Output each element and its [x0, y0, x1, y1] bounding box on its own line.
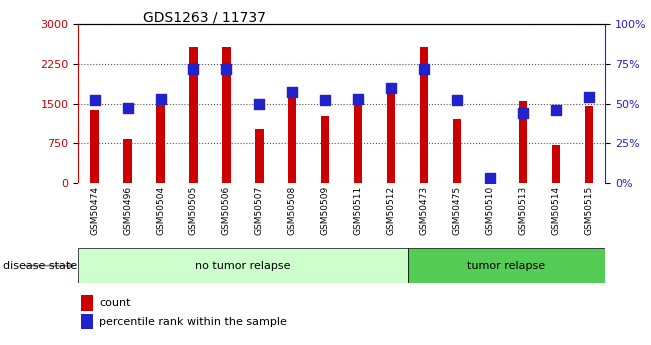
Text: GSM50511: GSM50511 [353, 186, 363, 235]
Point [386, 85, 396, 90]
FancyBboxPatch shape [78, 248, 408, 283]
Text: tumor relapse: tumor relapse [467, 261, 546, 270]
Text: count: count [99, 298, 130, 307]
Bar [124, 139, 132, 183]
Text: GSM50510: GSM50510 [486, 186, 495, 235]
Text: GDS1263 / 11737: GDS1263 / 11737 [143, 10, 266, 24]
Bar [156, 104, 165, 183]
Point [353, 96, 363, 101]
Bar [486, 178, 494, 183]
Point [320, 98, 331, 103]
Bar [519, 101, 527, 183]
Text: percentile rank within the sample: percentile rank within the sample [99, 317, 287, 326]
Point [122, 106, 133, 111]
Bar [255, 129, 264, 183]
Bar [420, 47, 428, 183]
Point [156, 96, 166, 101]
Point [452, 98, 462, 103]
Point [287, 90, 298, 95]
Text: GSM50507: GSM50507 [255, 186, 264, 235]
Text: disease state: disease state [3, 261, 77, 270]
Point [551, 107, 561, 112]
Point [419, 66, 430, 71]
Bar [288, 98, 296, 183]
Text: GSM50512: GSM50512 [387, 186, 396, 235]
Bar [453, 119, 462, 183]
Point [89, 98, 100, 103]
Bar [321, 116, 329, 183]
Bar [387, 90, 395, 183]
Bar [354, 104, 363, 183]
Point [188, 66, 199, 71]
Text: GSM50513: GSM50513 [519, 186, 527, 235]
Text: GSM50496: GSM50496 [123, 186, 132, 235]
Text: GSM50475: GSM50475 [452, 186, 462, 235]
Bar [189, 47, 198, 183]
Text: GSM50515: GSM50515 [585, 186, 594, 235]
Text: GSM50474: GSM50474 [90, 186, 99, 235]
Text: GSM50509: GSM50509 [321, 186, 330, 235]
Point [518, 110, 528, 116]
Text: GSM50504: GSM50504 [156, 186, 165, 235]
Text: GSM50473: GSM50473 [420, 186, 428, 235]
Text: GSM50514: GSM50514 [551, 186, 561, 235]
Bar [585, 106, 593, 183]
Bar [552, 145, 560, 183]
Text: GSM50506: GSM50506 [222, 186, 231, 235]
Point [254, 101, 264, 106]
Text: GSM50505: GSM50505 [189, 186, 198, 235]
Text: GSM50508: GSM50508 [288, 186, 297, 235]
Point [221, 66, 232, 71]
Point [584, 95, 594, 100]
Bar [222, 47, 230, 183]
FancyBboxPatch shape [408, 248, 605, 283]
Text: no tumor relapse: no tumor relapse [195, 261, 290, 270]
Point [485, 175, 495, 181]
Bar [90, 110, 99, 183]
